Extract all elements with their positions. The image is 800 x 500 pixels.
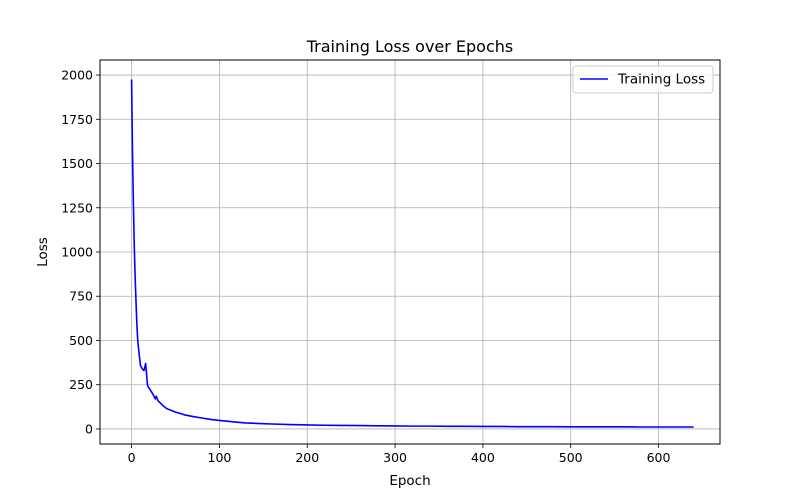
x-axis: 0 100 200 300 400 500 600 — [128, 444, 671, 465]
series-layer — [130, 79, 694, 428]
y-tick-label: 0 — [85, 421, 93, 436]
y-tick-label: 2000 — [61, 68, 93, 83]
y-tick-label: 1500 — [61, 156, 93, 171]
y-tick-label: 1750 — [61, 112, 93, 127]
x-tick-label: 500 — [559, 450, 583, 465]
y-tick-label: 500 — [69, 333, 93, 348]
grid — [100, 60, 720, 444]
y-tick-label: 1000 — [61, 245, 93, 260]
y-tick-label: 750 — [69, 289, 93, 304]
legend: Training Loss — [572, 65, 714, 94]
x-tick-label: 0 — [128, 450, 136, 465]
x-tick-label: 300 — [383, 450, 407, 465]
x-tick-label: 200 — [295, 450, 319, 465]
legend-box — [572, 65, 714, 94]
legend-label: Training Loss — [617, 72, 705, 88]
y-axis: 0 250 500 750 1000 1250 1500 1750 2000 — [61, 68, 100, 436]
y-axis-title: Loss — [35, 237, 51, 267]
y-tick-label: 250 — [69, 377, 93, 392]
chart-title: Training Loss over Epochs — [306, 37, 514, 56]
x-tick-label: 600 — [647, 450, 671, 465]
y-tick-label: 1250 — [61, 200, 93, 215]
x-tick-label: 400 — [471, 450, 495, 465]
x-tick-label: 100 — [208, 450, 232, 465]
x-axis-title: Epoch — [389, 473, 430, 489]
series-line-training-loss — [130, 79, 694, 428]
